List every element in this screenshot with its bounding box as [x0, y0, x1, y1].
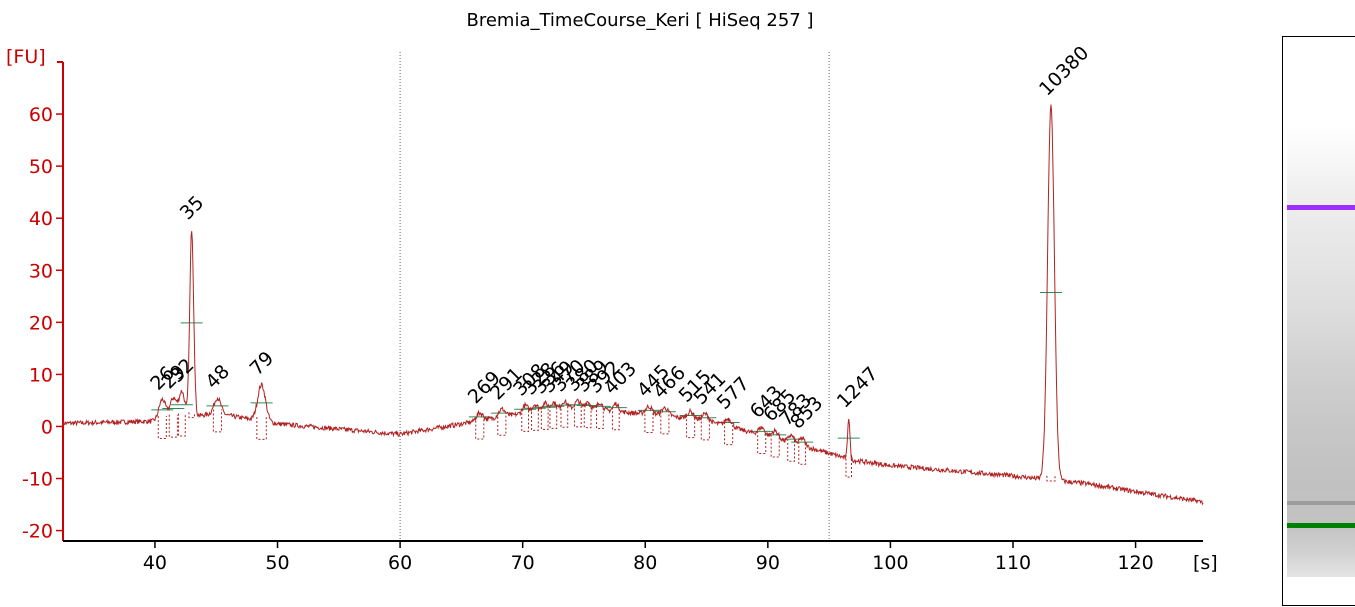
x-tick-label: 120 — [1117, 552, 1153, 574]
axes: -20 -10 0 10 20 30 40 50 60 40 50 60 70 80 90 100 110 120 — [22, 61, 1203, 574]
y-axis-label: [FU] — [6, 46, 46, 68]
peak-segment — [549, 406, 558, 429]
trace-layer — [62, 104, 1204, 506]
peak-label: 35 — [176, 192, 209, 225]
peak-segment — [157, 416, 167, 440]
peak-segment — [583, 405, 592, 429]
gel-upper-marker-band — [1287, 205, 1355, 210]
x-tick-label: 90 — [756, 552, 780, 574]
gel-image — [1282, 36, 1355, 606]
y-tick-label: 40 — [29, 208, 53, 230]
peak-segment — [770, 434, 780, 458]
peak-segment — [611, 407, 620, 431]
x-tick-label: 100 — [872, 552, 908, 574]
peak-segment — [540, 406, 549, 430]
peak-segment — [724, 422, 734, 446]
y-tick-label: 20 — [29, 312, 53, 334]
peak-segment — [212, 409, 222, 433]
peak-label: 1247 — [833, 363, 883, 413]
peak-segment — [596, 406, 604, 430]
peak-segment — [497, 412, 507, 436]
x-axis-label: [s] — [1193, 552, 1218, 574]
peak-segment — [757, 431, 767, 454]
peak-segment — [573, 404, 582, 428]
y-tick-label: -10 — [22, 469, 53, 491]
peak-segment — [644, 410, 654, 433]
region-markers — [399, 52, 830, 541]
x-tick-label: 50 — [265, 552, 289, 574]
peak-segment — [531, 407, 539, 431]
electropherogram-chart: Bremia_TimeCourse_Keri [ HiSeq 257 ] [FU… — [6, 10, 1218, 574]
y-tick-label: 30 — [29, 260, 53, 282]
peak-segment — [521, 409, 529, 432]
x-tick-label: 60 — [388, 552, 412, 574]
gel-lane — [1287, 125, 1355, 577]
x-tick-label: 110 — [995, 552, 1031, 574]
peak-segment — [660, 411, 670, 435]
peak-segment — [845, 454, 852, 478]
x-tick-label: 80 — [633, 552, 657, 574]
peak-label: 79 — [246, 347, 279, 380]
y-tick-label: 10 — [29, 364, 53, 386]
peak-segment — [1046, 475, 1056, 482]
peak-segment — [686, 415, 696, 439]
gel-band — [1287, 501, 1355, 505]
y-tick-label: -20 — [22, 521, 53, 543]
y-tick-label: 0 — [41, 416, 53, 438]
peak-segment — [256, 416, 267, 440]
chart-title: Bremia_TimeCourse_Keri [ HiSeq 257 ] — [466, 10, 813, 31]
peak-segment — [178, 413, 186, 437]
y-tick-label: 50 — [29, 156, 53, 178]
peak-segment — [168, 414, 178, 438]
peak-segment — [475, 416, 485, 440]
x-tick-label: 70 — [511, 552, 535, 574]
gel-lower-marker-band — [1287, 523, 1355, 528]
peak-segment — [188, 412, 195, 419]
peak-segment — [560, 404, 569, 428]
peak-segment — [798, 441, 807, 465]
electropherogram-trace — [62, 104, 1204, 506]
peak-segment — [787, 438, 795, 462]
peak-segments — [151, 292, 1062, 482]
y-tick-label: 60 — [29, 104, 53, 126]
peak-label: 48 — [201, 361, 234, 394]
peak-segment — [700, 417, 710, 441]
x-tick-label: 40 — [143, 552, 167, 574]
peak-label: 10380 — [1035, 42, 1093, 100]
